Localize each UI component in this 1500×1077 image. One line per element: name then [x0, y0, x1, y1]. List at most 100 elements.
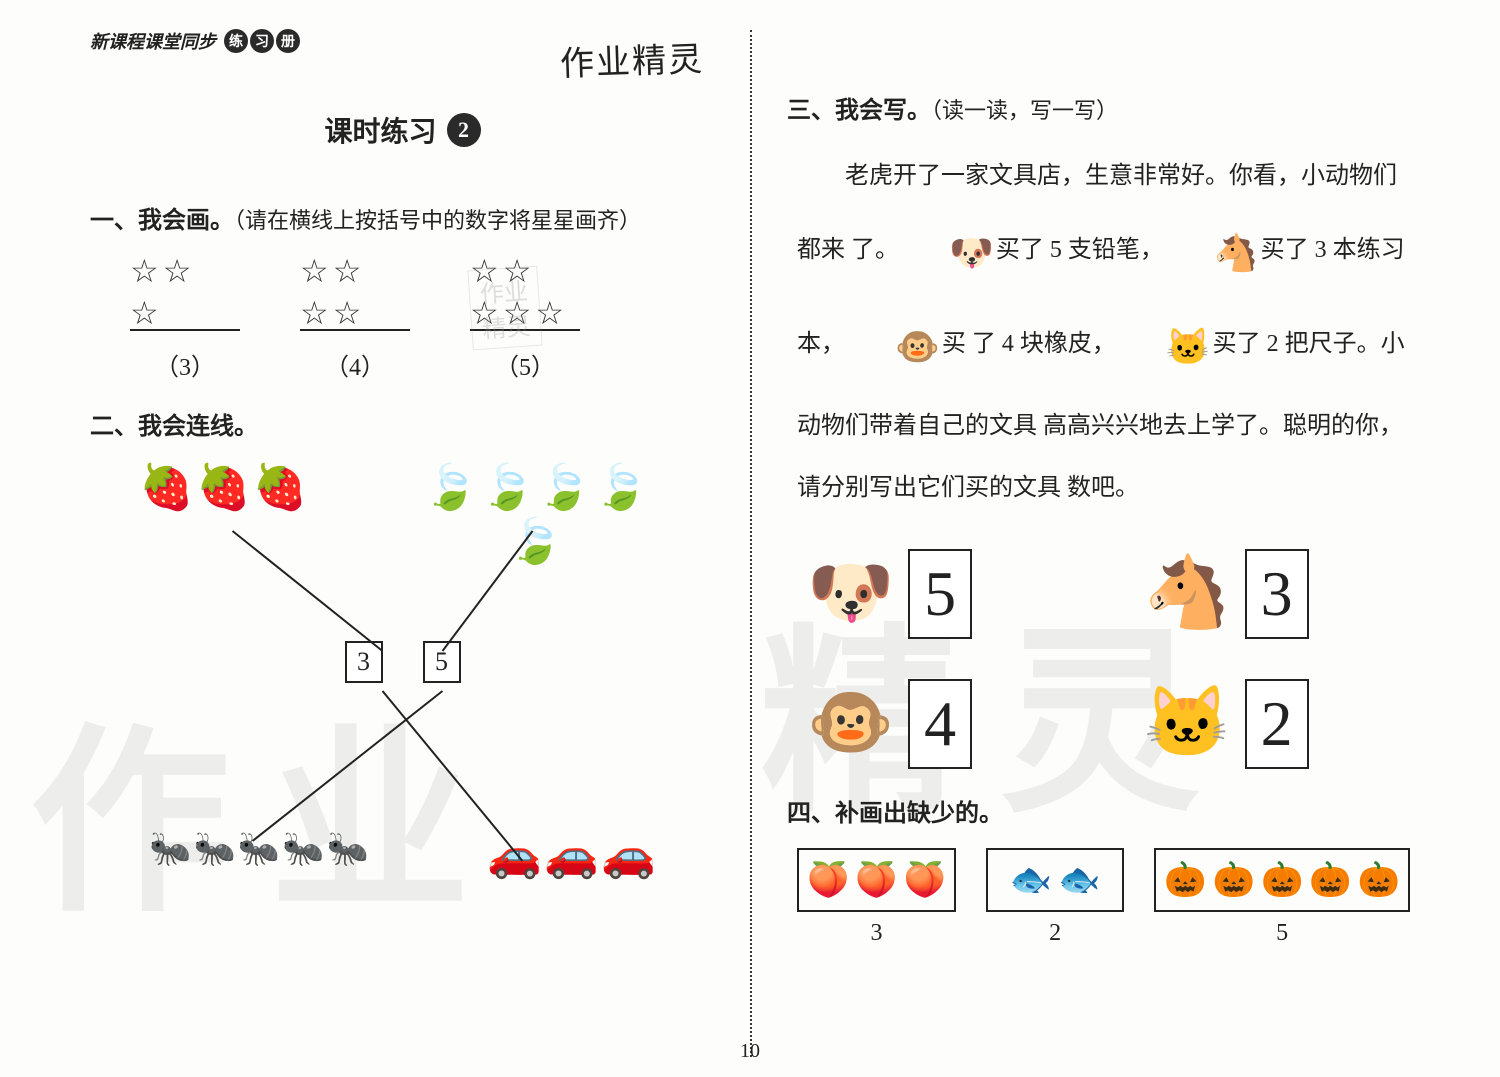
q2-matching-area: 🍓🍓🍓 🍃🍃🍃🍃🍃 3 5 🐜🐜🐜🐜🐜 🚗🚗🚗 — [90, 461, 715, 901]
q4-item-icon: 🎃 — [1261, 860, 1303, 900]
answer-cat: 🐱2 — [1144, 679, 1401, 769]
cat-icon: 🐱 — [1118, 301, 1211, 395]
strawberries-cluster: 🍓🍓🍓 — [139, 461, 307, 567]
q4-box: 🍑🍑🍑 — [797, 848, 956, 912]
horse-icon: 🐴 — [1144, 559, 1231, 629]
answer-dog: 🐶5 — [807, 549, 1064, 639]
answer-box-dog: 5 — [908, 549, 972, 639]
q2-bottom-row: 🐜🐜🐜🐜🐜 🚗🚗🚗 — [90, 829, 715, 881]
q4-num: 3 — [797, 920, 956, 947]
answer-box-monkey: 4 — [908, 679, 972, 769]
star-icon: ☆ — [130, 297, 159, 329]
q1-paren: （3） — [130, 347, 240, 382]
star-icon: ☆ — [300, 297, 329, 329]
q4-cell-1: 🐟🐟 2 — [986, 848, 1124, 947]
q1-col-0: ☆☆☆（3） — [130, 255, 240, 382]
q2-bl-icon: 🐜 — [149, 829, 191, 881]
story-5: 数吧。 — [1067, 475, 1139, 501]
worksheet-page: 新课程课堂同步 练 习 册 作业精灵 作业 精灵 课时练习 2 一、我会画。（请… — [0, 0, 1500, 1077]
q2-tr-icon: 🍃 — [537, 461, 592, 513]
left-column: 课时练习 2 一、我会画。（请在横线上按括号中的数字将星星画齐） ☆☆☆（3）☆… — [60, 30, 750, 1057]
q2-bl-icon: 🐜 — [282, 829, 324, 881]
star-icon: ☆ — [333, 297, 362, 329]
q2-top-row: 🍓🍓🍓 🍃🍃🍃🍃🍃 — [90, 461, 715, 567]
q3-title: 我会写。 — [835, 98, 931, 124]
q2-title: 我会连线。 — [138, 414, 258, 440]
cat-icon: 🐱 — [1144, 689, 1231, 759]
q1-col-1: ☆☆☆☆（4） — [300, 255, 410, 382]
lesson-title-text: 课时练习 — [324, 110, 436, 150]
answer-horse: 🐴3 — [1144, 549, 1401, 639]
monkey-icon: 🐵 — [847, 301, 940, 395]
story-2b: 买了 5 支铅笔， — [996, 237, 1164, 263]
ants-cluster: 🐜🐜🐜🐜🐜 — [149, 829, 369, 881]
story-3a: 了 4 块橡皮， — [972, 331, 1116, 357]
q1-heading: 一、我会画。（请在横线上按括号中的数字将星星画齐） — [90, 200, 715, 235]
q4-num: 5 — [1154, 920, 1410, 947]
q4-box: 🐟🐟 — [986, 848, 1124, 912]
q4-item-icon: 🎃 — [1164, 860, 1206, 900]
q4-item-icon: 🎃 — [1213, 860, 1255, 900]
q2-num: 二、 — [90, 414, 138, 440]
q4-cell-0: 🍑🍑🍑3 — [797, 848, 956, 947]
star-icon: ☆ — [130, 255, 159, 287]
star-icon: ☆ — [333, 255, 362, 287]
q4-item-icon: 🎃 — [1309, 860, 1351, 900]
q4-item-icon: 🐟 — [1058, 860, 1100, 900]
q2-br-icon: 🚗 — [487, 829, 542, 881]
q3-heading: 三、我会写。（读一读，写一写） — [787, 90, 1420, 125]
q1-title: 我会画。 — [138, 208, 234, 234]
q4-num: 2 — [986, 920, 1124, 947]
q4-row: 🍑🍑🍑3🐟🐟2🎃🎃🎃🎃🎃5 — [797, 848, 1410, 947]
answer-monkey: 🐵4 — [807, 679, 1064, 769]
q2-br-icon: 🚗 — [544, 829, 599, 881]
monkey-icon: 🐵 — [807, 689, 894, 759]
q3-num: 三、 — [787, 98, 835, 124]
q2-bl-icon: 🐜 — [194, 829, 236, 881]
q2-br-icon: 🚗 — [601, 829, 656, 881]
dog-icon: 🐶 — [807, 559, 894, 629]
q2-tl-icon: 🍓 — [139, 461, 194, 567]
star-icon: ☆ — [300, 255, 329, 287]
q4-item-icon: 🍑 — [904, 860, 946, 900]
story-2d: 买 — [942, 331, 966, 357]
q3-hint: （读一读，写一写） — [931, 98, 1118, 123]
q2-tr-icon: 🍃 — [508, 515, 563, 567]
watermark-small: 作业 精灵 — [467, 266, 542, 351]
q4-title: 补画出缺少的。 — [835, 801, 1003, 827]
star-icon: ☆ — [163, 255, 192, 287]
q4-heading: 四、补画出缺少的。 — [787, 793, 1420, 828]
q2-tr-icon: 🍃 — [480, 461, 535, 513]
q2-heading: 二、我会连线。 — [90, 406, 715, 441]
q2-bl-icon: 🐜 — [327, 829, 369, 881]
q4-item-icon: 🍑 — [855, 860, 897, 900]
cars-cluster: 🚗🚗🚗 — [487, 829, 655, 881]
q1-hint: （请在横线上按括号中的数字将星星画齐） — [234, 208, 641, 233]
horse-icon: 🐴 — [1166, 207, 1259, 301]
q2-number-boxes: 3 5 — [90, 641, 715, 683]
lesson-title: 课时练习 2 — [90, 110, 715, 150]
page-number: 10 — [740, 1040, 760, 1063]
q2-bl-icon: 🐜 — [238, 829, 280, 881]
q1-star-row: ☆☆☆（3）☆☆☆☆（4）☆☆☆☆☆（5） — [130, 255, 715, 382]
q4-item-icon: 🎃 — [1358, 860, 1400, 900]
q4-item-icon: 🍑 — [807, 860, 849, 900]
lesson-number-badge: 2 — [447, 113, 481, 147]
q4-num: 四、 — [787, 801, 835, 827]
q2-tl-icon: 🍓 — [253, 461, 308, 567]
right-column: 三、我会写。（读一读，写一写） 老虎开了一家文具店，生意非常好。你看，小动物们都… — [750, 30, 1440, 1057]
q1-paren: （5） — [470, 347, 580, 382]
num-box-5: 5 — [423, 641, 461, 683]
dog-icon: 🐶 — [901, 207, 994, 301]
q4-box: 🎃🎃🎃🎃🎃 — [1154, 848, 1410, 912]
q3-answer-grid: 🐶5 🐴3 🐵4 🐱2 — [807, 549, 1400, 769]
q3-story: 老虎开了一家文具店，生意非常好。你看，小动物们都来 了。🐶买了 5 支铅笔，🐴买… — [797, 145, 1410, 519]
q4-item-icon: 🐟 — [1010, 860, 1052, 900]
q4-cell-2: 🎃🎃🎃🎃🎃5 — [1154, 848, 1410, 947]
q1-num: 一、 — [90, 208, 138, 234]
answer-box-cat: 2 — [1245, 679, 1309, 769]
q2-tl-icon: 🍓 — [196, 461, 251, 567]
story-2a: 了。 — [851, 237, 899, 263]
q1-paren: （4） — [300, 347, 410, 382]
answer-box-horse: 3 — [1245, 549, 1309, 639]
